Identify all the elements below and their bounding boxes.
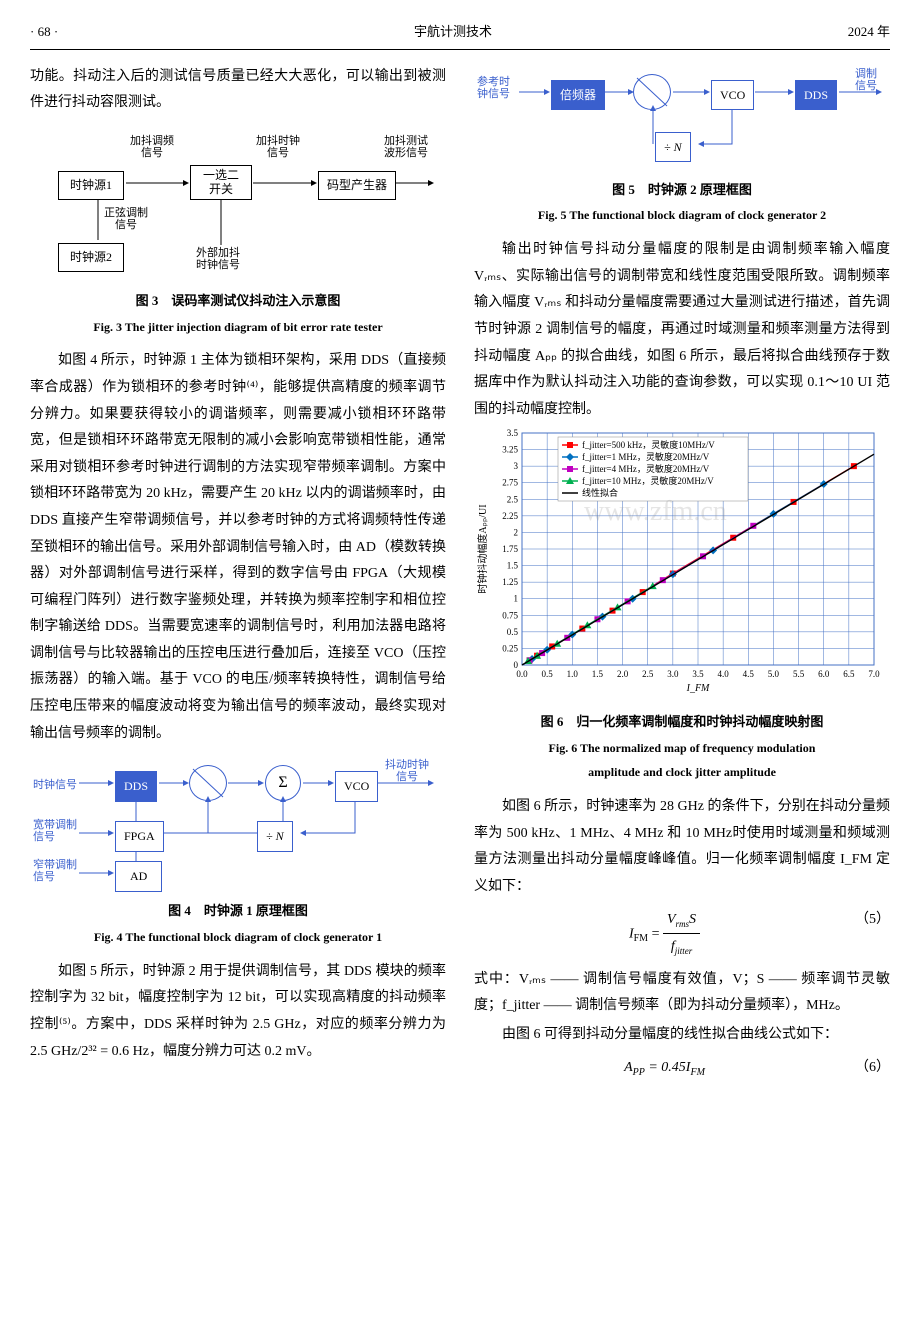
para-r1: 输出时钟信号抖动分量幅度的限制是由调制频率输入幅度 Vᵣₘₛ、实际输出信号的调制… (474, 237, 890, 423)
svg-text:2.5: 2.5 (507, 495, 519, 505)
fig6-caption-en-2: amplitude and clock jitter amplitude (474, 761, 890, 784)
svg-text:f_jitter=500 kHz，灵敏度10MHz/V: f_jitter=500 kHz，灵敏度10MHz/V (582, 439, 715, 450)
eq5-num: （5） (855, 907, 890, 934)
para-l3: 如图 5 所示，时钟源 2 用于提供调制信号，其 DDS 模块的频率控制字为 3… (30, 959, 446, 1065)
svg-text:5.5: 5.5 (793, 669, 805, 679)
fig3-lbl-4: 正弦调制 信号 (104, 207, 148, 231)
fig4-lbl-nb: 窄带调制 信号 (33, 859, 77, 883)
svg-text:0.5: 0.5 (507, 627, 519, 637)
fig4-box-sum: Σ (265, 765, 301, 801)
page-year: 2024 年 (848, 20, 890, 45)
fig4-box-divn: ÷ N (257, 821, 293, 852)
svg-text:6.5: 6.5 (843, 669, 855, 679)
fig3-caption-en: Fig. 3 The jitter injection diagram of b… (30, 316, 446, 339)
fig4-box-ad: AD (115, 861, 162, 892)
svg-text:f_jitter=1 MHz，灵敏度20MHz/V: f_jitter=1 MHz，灵敏度20MHz/V (582, 451, 710, 462)
svg-text:线性拟合: 线性拟合 (582, 487, 618, 498)
equation-6: APP = 0.45IFM （6） (474, 1055, 890, 1082)
fig4-lbl-wb: 宽带调制 信号 (33, 819, 77, 843)
fig3-box-switch: 一选二 开关 (190, 165, 252, 200)
fig4-caption-en: Fig. 4 The functional block diagram of c… (30, 926, 446, 949)
svg-text:2: 2 (514, 528, 519, 538)
journal-title: 宇航计测技术 (414, 20, 492, 45)
svg-text:0.25: 0.25 (502, 644, 518, 654)
fig4-box-fpga: FPGA (115, 821, 164, 852)
fig5-lbl-out: 调制 信号 (855, 68, 877, 92)
fig3-lbl-5: 外部加抖 时钟信号 (196, 247, 240, 271)
fig5-box-dds: DDS (795, 80, 837, 111)
svg-text:5.0: 5.0 (768, 669, 780, 679)
para-r3: 式中：Vᵣₘₛ —— 调制信号幅度有效值，V；S —— 频率调节灵敏度；f_ji… (474, 967, 890, 1020)
fig3-caption-cn: 图 3 误码率测试仪抖动注入示意图 (30, 289, 446, 314)
svg-text:1: 1 (514, 594, 519, 604)
fig3-box-coder: 码型产生器 (318, 171, 396, 200)
fig6-caption-cn: 图 6 归一化频率调制幅度和时钟抖动幅度映射图 (474, 710, 890, 735)
fig5-caption-en: Fig. 5 The functional block diagram of c… (474, 204, 890, 227)
svg-text:2.25: 2.25 (502, 511, 518, 521)
fig3-box-clk2: 时钟源2 (58, 243, 124, 272)
fig3-lbl-1: 加抖调频 信号 (130, 135, 174, 159)
svg-text:0: 0 (514, 660, 519, 670)
equation-5: IFM = VrmsS fjitter （5） (474, 907, 890, 961)
fig5-box-divn: ÷ N (655, 132, 691, 163)
svg-text:f_jitter=4 MHz，灵敏度20MHz/V: f_jitter=4 MHz，灵敏度20MHz/V (582, 463, 710, 474)
fig3-lbl-2: 加抖时钟 信号 (256, 135, 300, 159)
fig5-caption-cn: 图 5 时钟源 2 原理框图 (474, 178, 890, 203)
fig4-lbl-out: 抖动时钟 信号 (385, 759, 429, 783)
svg-text:3.25: 3.25 (502, 445, 518, 455)
fig6-caption-en-1: Fig. 6 The normalized map of frequency m… (474, 737, 890, 760)
svg-text:3.0: 3.0 (667, 669, 679, 679)
para-l1: 功能。抖动注入后的测试信号质量已经大大恶化，可以输出到被测件进行抖动容限测试。 (30, 64, 446, 117)
svg-text:3.5: 3.5 (692, 669, 704, 679)
figure-3: 时钟源1 一选二 开关 码型产生器 时钟源2 加抖调频 信号 加抖时钟 信号 加… (38, 125, 438, 285)
svg-text:4.0: 4.0 (718, 669, 730, 679)
fig4-lbl-clk: 时钟信号 (33, 775, 77, 796)
svg-text:1.5: 1.5 (592, 669, 604, 679)
svg-text:2.5: 2.5 (642, 669, 654, 679)
fig3-lbl-3: 加抖测试 波形信号 (384, 135, 428, 159)
svg-text:时钟抖动幅度Aₚₚ/UI: 时钟抖动幅度Aₚₚ/UI (476, 505, 489, 594)
svg-text:1.25: 1.25 (502, 577, 518, 587)
svg-text:1.5: 1.5 (507, 561, 519, 571)
left-column: 功能。抖动注入后的测试信号质量已经大大恶化，可以输出到被测件进行抖动容限测试。 … (30, 64, 446, 1088)
fig4-caption-cn: 图 4 时钟源 1 原理框图 (30, 899, 446, 924)
svg-text:7.0: 7.0 (868, 669, 880, 679)
svg-text:3: 3 (514, 461, 519, 471)
figure-6: 0.0 0.5 1.0 1.5 2.0 2.5 3.0 3.5 4.0 4.5 5.0 5.5 6.0 6… (474, 425, 890, 706)
fig5-box-mult: 倍频器 (551, 80, 605, 111)
svg-text:3.5: 3.5 (507, 428, 519, 438)
svg-text:1.0: 1.0 (567, 669, 579, 679)
svg-text:1.75: 1.75 (502, 544, 518, 554)
fig3-box-clk1: 时钟源1 (58, 171, 124, 200)
svg-text:I_FM: I_FM (686, 683, 710, 694)
svg-text:0.5: 0.5 (542, 669, 554, 679)
fig4-box-vco: VCO (335, 771, 378, 802)
right-column: 参考时 钟信号 调制 信号 倍频器 VCO DDS ÷ N 图 5 时钟源 2 … (474, 64, 890, 1088)
fig5-lbl-ref: 参考时 钟信号 (477, 76, 510, 100)
fig4-box-dds: DDS (115, 771, 157, 802)
para-r4: 由图 6 可得到抖动分量幅度的线性拟合曲线公式如下： (474, 1022, 890, 1049)
svg-text:2.0: 2.0 (617, 669, 629, 679)
figure-4: 时钟信号 宽带调制 信号 窄带调制 信号 抖动时钟 信号 DDS FPGA AD… (33, 755, 443, 895)
fig6-chart-svg: 0.0 0.5 1.0 1.5 2.0 2.5 3.0 3.5 4.0 4.5 5.0 5.5 6.0 6… (474, 425, 884, 695)
para-r2: 如图 6 所示，时钟速率为 28 GHz 的条件下，分别在抖动分量频率为 500… (474, 794, 890, 900)
svg-text:4.5: 4.5 (743, 669, 755, 679)
svg-text:f_jitter=10 MHz，灵敏度20MHz/V: f_jitter=10 MHz，灵敏度20MHz/V (582, 475, 714, 486)
fig5-phase-detector-icon (633, 74, 671, 110)
svg-text:6.0: 6.0 (818, 669, 830, 679)
eq6-num: （6） (855, 1055, 890, 1082)
svg-text:0.75: 0.75 (502, 611, 518, 621)
svg-text:0.0: 0.0 (516, 669, 528, 679)
svg-text:2.75: 2.75 (502, 478, 518, 488)
figure-5: 参考时 钟信号 调制 信号 倍频器 VCO DDS ÷ N (477, 64, 887, 174)
page-number: · 68 · (30, 20, 58, 45)
para-l2: 如图 4 所示，时钟源 1 主体为锁相环架构，采用 DDS（直接频率合成器）作为… (30, 348, 446, 747)
fig5-box-vco: VCO (711, 80, 754, 111)
page-header: · 68 · 宇航计测技术 2024 年 (30, 20, 890, 50)
